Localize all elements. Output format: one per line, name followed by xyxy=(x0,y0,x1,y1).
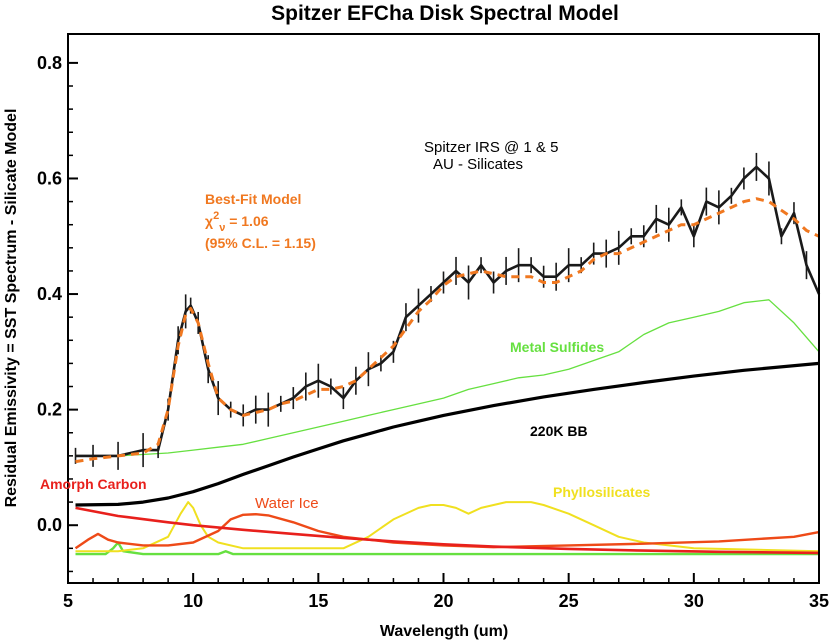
y-axis-ticks: 0.0 0.2 0.4 0.6 0.8 xyxy=(37,53,78,573)
series-line-best-fit-model xyxy=(75,197,820,464)
annotation-bestfit-chi: χ2ν = 1.06 xyxy=(205,210,269,234)
annotation-spitzer-line1: Spitzer IRS @ 1 & 5 xyxy=(424,139,558,156)
series-line-water-ice xyxy=(74,513,820,550)
chi-subscript: ν xyxy=(219,222,225,234)
chi-symbol: χ xyxy=(205,213,213,229)
y-tick-label-0.6: 0.6 xyxy=(37,168,62,188)
annotation-metal-sulfides: Metal Sulfides xyxy=(510,339,604,355)
annotation-phyllosilicates: Phyllosilicates xyxy=(553,484,650,500)
x-tick-label-30: 30 xyxy=(684,591,704,611)
annotation-spitzer-line2: AU - Silicates xyxy=(433,156,523,173)
series-layer xyxy=(74,152,821,556)
x-tick-label-25: 25 xyxy=(559,591,579,611)
x-tick-label-10: 10 xyxy=(183,591,203,611)
series-line-220k-bb xyxy=(75,361,820,507)
y-tick-label-0.2: 0.2 xyxy=(37,400,62,420)
x-tick-label-20: 20 xyxy=(433,591,453,611)
chi-value: = 1.06 xyxy=(225,213,268,229)
series-line-green-components xyxy=(75,541,819,556)
y-tick-label-0.8: 0.8 xyxy=(37,53,62,73)
x-tick-label-35: 35 xyxy=(809,591,829,611)
series-line-phyllosilicates xyxy=(75,501,820,553)
annotation-water-ice: Water Ice xyxy=(255,495,319,512)
annotation-bestfit-line3: (95% C.L. = 1.15) xyxy=(205,235,316,251)
annotation-bestfit-line1: Best-Fit Model xyxy=(205,191,301,207)
series-line-metal-sulfides xyxy=(75,299,820,457)
y-axis-label: Residual Emissivity = SST Spectrum - Sil… xyxy=(3,109,20,508)
x-axis-label: Wavelength (um) xyxy=(380,623,508,640)
y-tick-label-0.4: 0.4 xyxy=(37,284,62,304)
annotation-amorph-carbon: Amorph Carbon xyxy=(40,476,147,492)
x-axis-ticks: 5 10 15 20 25 30 35 xyxy=(63,573,829,611)
y-tick-label-0.0: 0.0 xyxy=(37,515,62,535)
chart-title: Spitzer EFCha Disk Spectral Model xyxy=(271,2,619,25)
chi-superscript: 2 xyxy=(213,210,219,222)
x-tick-label-15: 15 xyxy=(308,591,328,611)
series-line-amorph-carbon xyxy=(75,506,820,555)
x-tick-label-5: 5 xyxy=(63,591,73,611)
annotation-220k-bb: 220K BB xyxy=(530,423,588,439)
